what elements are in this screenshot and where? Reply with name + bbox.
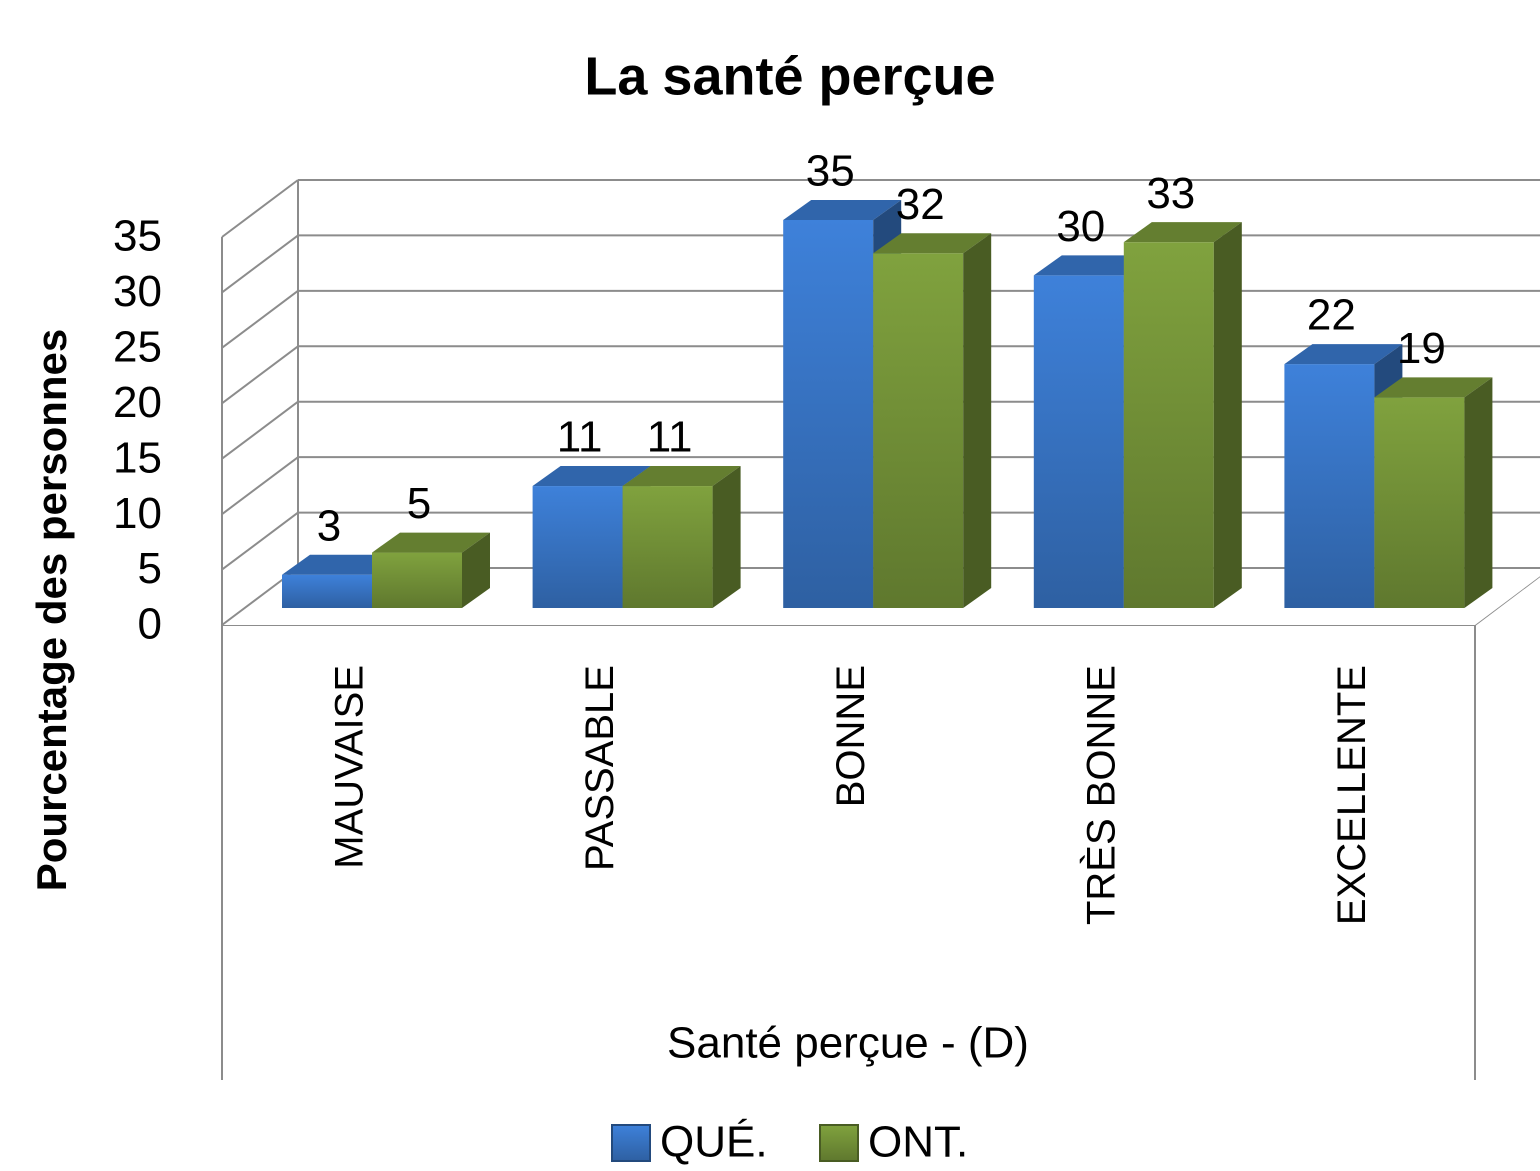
legend-label: QUÉ. xyxy=(660,1118,768,1167)
bar-front xyxy=(1374,397,1465,608)
legend-label: ONT. xyxy=(868,1118,968,1167)
legend-swatch xyxy=(819,1124,859,1162)
bar-front xyxy=(1033,275,1124,608)
y-tick-label: 10 xyxy=(113,489,162,538)
bar-side xyxy=(963,233,992,608)
value-label: 3 xyxy=(317,501,341,550)
y-tick-label: 5 xyxy=(138,544,162,593)
bar-side xyxy=(1464,377,1493,608)
value-label: 30 xyxy=(1056,202,1105,251)
bar-top xyxy=(622,466,741,487)
grid-line xyxy=(221,345,299,405)
y-tick-label: 35 xyxy=(113,212,162,261)
bar-top xyxy=(282,554,400,575)
y-tick-label: 25 xyxy=(113,322,162,371)
bar-front xyxy=(622,486,713,608)
y-tick-label: 30 xyxy=(113,267,162,316)
grid-line xyxy=(221,400,299,460)
bar-front xyxy=(873,253,964,608)
grid-line xyxy=(221,456,299,515)
grid-line xyxy=(221,511,299,571)
y-tick-label: 0 xyxy=(138,600,162,649)
bar-top xyxy=(1123,222,1242,243)
bar-front xyxy=(783,220,874,608)
bar xyxy=(372,532,490,608)
bar xyxy=(873,233,992,608)
chart-title: La santé perçue xyxy=(584,46,995,106)
value-label: 32 xyxy=(896,180,945,229)
grid-line xyxy=(221,179,299,238)
bar-side xyxy=(462,532,490,608)
bar-top xyxy=(873,233,992,254)
bar xyxy=(1374,377,1493,608)
value-label: 33 xyxy=(1146,169,1195,218)
bar-top xyxy=(1033,255,1152,276)
legend-swatch xyxy=(611,1124,651,1162)
bar-top xyxy=(1284,344,1403,365)
bar-front xyxy=(1284,364,1375,608)
bar xyxy=(622,466,741,608)
y-axis-label: Pourcentage des personnes xyxy=(28,329,75,892)
value-label: 22 xyxy=(1307,291,1356,340)
x-tick-label: EXCELLENTE xyxy=(1330,665,1374,925)
bar-top xyxy=(783,200,902,220)
grid-line xyxy=(221,290,299,349)
bar-front xyxy=(532,486,623,608)
x-tick-label: PASSABLE xyxy=(578,665,622,871)
bar-top xyxy=(532,466,651,487)
bar-side xyxy=(1213,222,1242,608)
x-axis-label: Santé perçue - (D) xyxy=(667,1019,1029,1068)
bar-front xyxy=(282,574,372,608)
bar xyxy=(1123,222,1242,608)
grid-line xyxy=(221,234,299,294)
bar-top xyxy=(1374,377,1493,398)
bar-side xyxy=(712,466,741,608)
bar-front xyxy=(1123,242,1214,608)
x-tick-label: MAUVAISE xyxy=(328,665,372,869)
bar-top xyxy=(372,532,490,553)
value-label: 35 xyxy=(806,147,855,196)
y-tick-label: 20 xyxy=(113,378,162,427)
bar-front xyxy=(372,552,462,608)
x-tick-label: TRÈS BONNE xyxy=(1078,665,1123,925)
value-label: 11 xyxy=(557,413,603,462)
x-tick-label: BONNE xyxy=(829,665,873,807)
value-label: 5 xyxy=(407,479,431,528)
value-label: 19 xyxy=(1397,324,1446,373)
value-label: 11 xyxy=(647,413,693,462)
y-tick-label: 15 xyxy=(113,433,162,482)
